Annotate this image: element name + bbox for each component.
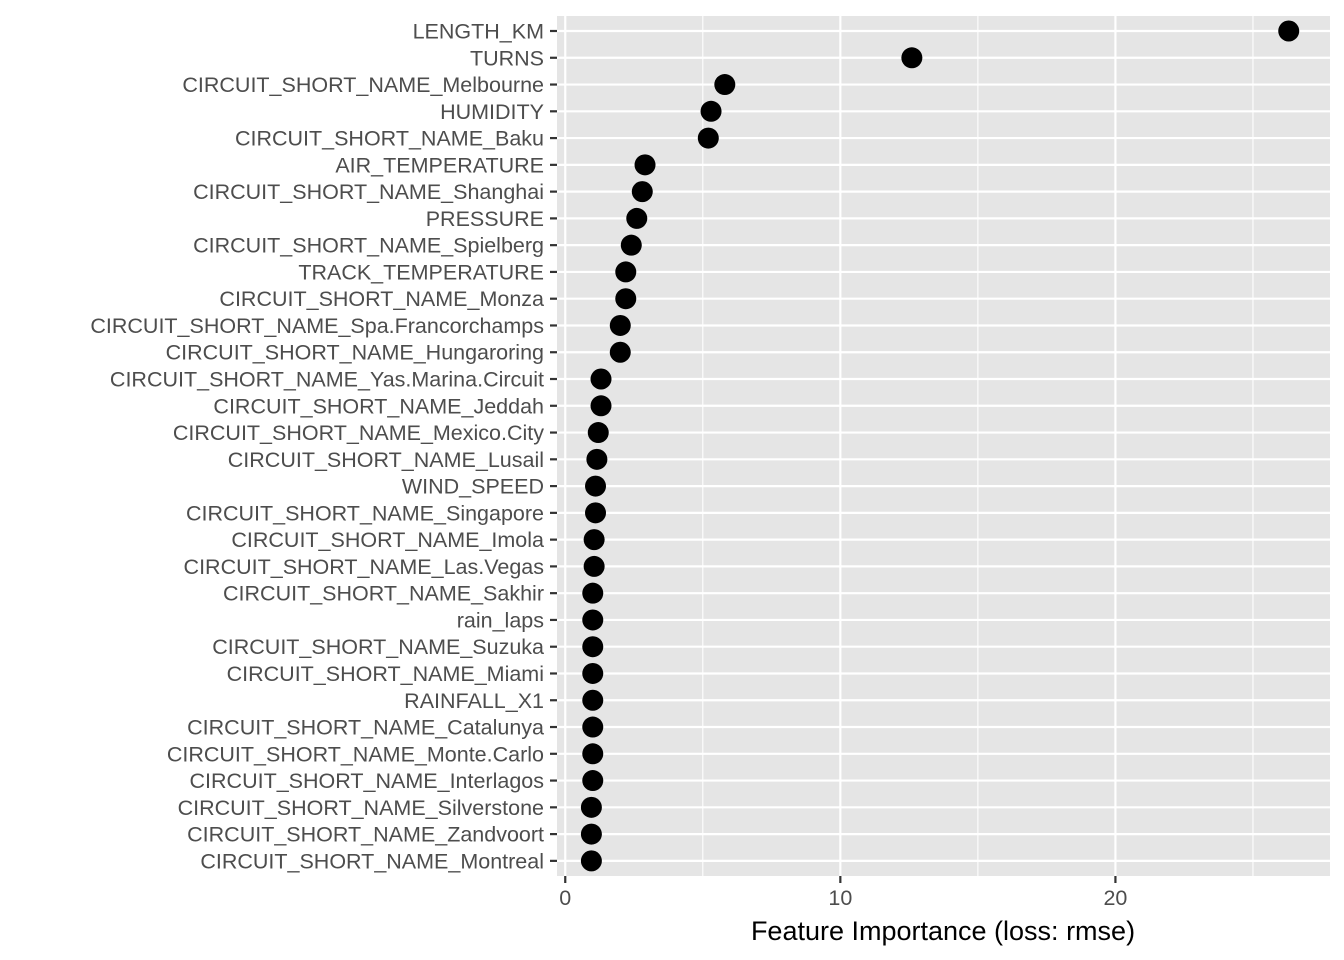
y-tick-label: CIRCUIT_SHORT_NAME_Monte.Carlo [167,742,544,766]
data-point [590,368,612,390]
data-point [609,341,631,363]
y-tick-label: CIRCUIT_SHORT_NAME_Spa.Francorchamps [90,314,544,338]
minor-gridlines [702,16,1254,876]
y-tick-label: rain_laps [457,608,544,632]
y-tick-label: CIRCUIT_SHORT_NAME_Melbourne [182,73,544,97]
y-tick-label: PRESSURE [426,207,544,231]
y-tick-label: CIRCUIT_SHORT_NAME_Sakhir [223,582,544,606]
y-tick-label: HUMIDITY [440,100,544,124]
data-point [582,636,604,658]
data-point [626,207,648,229]
data-point [582,689,604,711]
y-tick-label: CIRCUIT_SHORT_NAME_Shanghai [193,180,544,204]
y-tick-label: CIRCUIT_SHORT_NAME_Silverstone [178,796,544,820]
x-axis-title: Feature Importance (loss: rmse) [751,916,1135,946]
y-tick-label: RAINFALL_X1 [404,689,544,713]
data-point [697,127,719,149]
y-tick-label: TRACK_TEMPERATURE [298,260,544,284]
data-point [609,314,631,336]
x-tick-label: 10 [828,886,852,910]
plot-panel [557,16,1330,876]
data-point [615,261,637,283]
y-tick-label: CIRCUIT_SHORT_NAME_Monza [219,287,544,311]
data-point [580,796,602,818]
y-tick-label: AIR_TEMPERATURE [335,153,544,177]
data-point [582,609,604,631]
y-tick-label: CIRCUIT_SHORT_NAME_Montreal [200,849,544,873]
y-tick-label: CIRCUIT_SHORT_NAME_Lusail [228,448,544,472]
data-point [580,823,602,845]
y-tick-label: CIRCUIT_SHORT_NAME_Catalunya [187,716,544,740]
data-point [582,662,604,684]
y-tick-label: CIRCUIT_SHORT_NAME_Yas.Marina.Circuit [110,368,544,392]
y-tick-label: CIRCUIT_SHORT_NAME_Mexico.City [173,421,544,445]
y-tick-label: TURNS [470,46,544,70]
y-tick-label: CIRCUIT_SHORT_NAME_Hungaroring [166,341,544,365]
y-tick-label: CIRCUIT_SHORT_NAME_Baku [235,127,544,151]
y-tick-label: CIRCUIT_SHORT_NAME_Las.Vegas [184,555,544,579]
y-tick-label: LENGTH_KM [413,20,544,44]
y-tick-label: CIRCUIT_SHORT_NAME_Singapore [186,501,544,525]
data-point [714,74,736,96]
data-point [620,234,642,256]
data-point [631,181,653,203]
y-tick-label: CIRCUIT_SHORT_NAME_Suzuka [212,635,544,659]
data-point [582,770,604,792]
data-point [634,154,656,176]
data-point [583,555,605,577]
data-point [1278,20,1300,42]
data-point [582,716,604,738]
y-tick-label: CIRCUIT_SHORT_NAME_Zandvoort [187,823,544,847]
data-point [700,100,722,122]
y-tick-label: CIRCUIT_SHORT_NAME_Miami [227,662,544,686]
data-point [582,743,604,765]
data-point [583,529,605,551]
y-tick-label: CIRCUIT_SHORT_NAME_Imola [231,528,544,552]
data-point [585,502,607,524]
major-gridlines [557,16,1330,876]
y-tick-label: CIRCUIT_SHORT_NAME_Interlagos [190,769,544,793]
data-point [615,288,637,310]
x-tick-label: 20 [1103,886,1127,910]
y-tick-label: CIRCUIT_SHORT_NAME_Jeddah [213,394,544,418]
data-point [586,448,608,470]
y-tick-label: CIRCUIT_SHORT_NAME_Spielberg [193,234,544,258]
data-point [585,475,607,497]
x-tick-label: 0 [559,886,571,910]
data-point [590,395,612,417]
data-point [582,582,604,604]
data-point [587,422,609,444]
data-point [580,850,602,872]
data-point [901,47,923,69]
x-axis: 0 10 20 [559,876,1127,910]
data-points [580,20,1300,872]
y-tick-label: WIND_SPEED [402,475,544,499]
